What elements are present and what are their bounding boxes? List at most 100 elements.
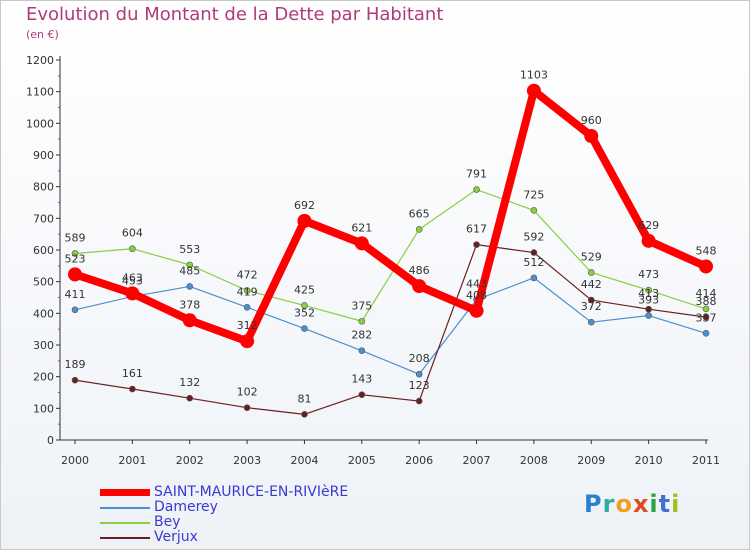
data-label: 523	[65, 252, 86, 265]
y-tick-label: 600	[33, 244, 54, 257]
data-label: 589	[65, 231, 86, 244]
data-point	[186, 283, 194, 290]
data-point	[358, 347, 366, 355]
data-label: 443	[466, 278, 487, 291]
series-line-1	[74, 277, 707, 375]
data-label: 208	[409, 352, 430, 365]
data-point	[412, 279, 427, 294]
data-label: 960	[581, 114, 602, 127]
x-tick-label: 2008	[520, 454, 548, 467]
data-point	[641, 233, 656, 248]
data-point	[473, 186, 480, 193]
data-label: 189	[65, 358, 86, 371]
data-point	[415, 226, 423, 233]
data-label: 629	[638, 219, 659, 232]
data-point	[129, 245, 136, 253]
y-tick-label: 1200	[26, 54, 54, 67]
data-label: 512	[523, 256, 544, 269]
data-point	[186, 261, 194, 269]
chart-title: Evolution du Montant de la Dette par Hab…	[26, 4, 444, 25]
data-label: 425	[294, 283, 315, 296]
data-label: 408	[466, 289, 487, 302]
y-tick-label: 900	[33, 149, 54, 162]
data-point	[243, 404, 251, 412]
data-point	[358, 317, 366, 325]
data-point	[243, 304, 251, 311]
series-line-0	[71, 86, 710, 346]
data-label: 81	[297, 392, 311, 405]
data-label: 102	[237, 386, 258, 399]
series-line-3	[74, 244, 707, 415]
y-tick-label: 200	[33, 371, 54, 384]
legend-label: SAINT-MAURICE-EN-RIVIèRE	[154, 484, 349, 500]
data-point	[699, 259, 713, 274]
y-tick-label: 300	[33, 339, 54, 352]
data-point	[297, 213, 312, 228]
data-point	[473, 241, 480, 248]
data-label: 486	[409, 264, 430, 277]
data-label: 791	[466, 168, 487, 181]
y-tick-label: 0	[47, 434, 54, 447]
x-tick-label: 2002	[176, 454, 204, 467]
data-point	[71, 376, 79, 384]
data-point	[587, 269, 595, 276]
legend-swatch	[100, 537, 150, 539]
data-label: 548	[696, 244, 717, 257]
x-tick-label: 2001	[118, 454, 146, 467]
x-tick-label: 2003	[233, 454, 261, 467]
data-label: 617	[466, 223, 487, 236]
legend-swatch	[100, 507, 150, 509]
legend-label: Bey	[154, 514, 181, 530]
x-tick-label: 2009	[577, 454, 605, 467]
data-point	[301, 325, 308, 332]
data-label: 419	[237, 285, 258, 298]
data-point	[645, 286, 652, 294]
data-label: 413	[638, 287, 659, 300]
data-point	[702, 305, 710, 313]
data-label: 132	[179, 376, 200, 389]
chart-subtitle: (en €)	[26, 28, 59, 41]
data-point	[129, 385, 136, 393]
y-tick-label: 500	[33, 276, 54, 289]
data-label: 485	[179, 264, 200, 277]
data-label: 375	[351, 299, 372, 312]
legend-label: Damerey	[154, 499, 218, 515]
data-point	[301, 411, 308, 418]
data-point	[358, 391, 366, 399]
data-point	[71, 306, 79, 314]
data-point	[182, 313, 197, 328]
data-label: 312	[237, 319, 258, 332]
data-label: 393	[638, 294, 659, 307]
y-tick-label: 700	[33, 212, 54, 225]
data-point	[71, 250, 79, 257]
data-label: 337	[696, 311, 717, 324]
data-point	[125, 286, 140, 301]
data-point	[240, 334, 255, 349]
data-point	[584, 129, 599, 143]
data-point	[645, 305, 652, 313]
data-point	[186, 394, 194, 402]
x-tick-label: 2004	[290, 454, 318, 467]
data-label: 453	[122, 275, 143, 288]
proxiti-logo: Proxiti	[584, 490, 681, 518]
data-point	[530, 249, 538, 256]
data-label: 725	[523, 188, 544, 201]
data-point	[645, 312, 652, 319]
data-point	[354, 236, 369, 251]
y-tick-label: 1100	[26, 86, 54, 99]
data-label: 692	[294, 199, 315, 212]
y-tick-label: 800	[33, 181, 54, 194]
data-label: 372	[581, 300, 602, 313]
x-tick-label: 2000	[61, 454, 89, 467]
data-point	[587, 318, 595, 326]
x-tick-label: 2005	[348, 454, 376, 467]
data-point	[526, 83, 541, 98]
data-point	[68, 267, 82, 282]
data-point	[702, 329, 710, 337]
x-tick-label: 2010	[635, 454, 663, 467]
x-tick-label: 2006	[405, 454, 433, 467]
series-line-2	[74, 188, 707, 322]
data-point	[415, 370, 423, 378]
data-label: 592	[523, 231, 544, 244]
data-point	[530, 207, 538, 214]
